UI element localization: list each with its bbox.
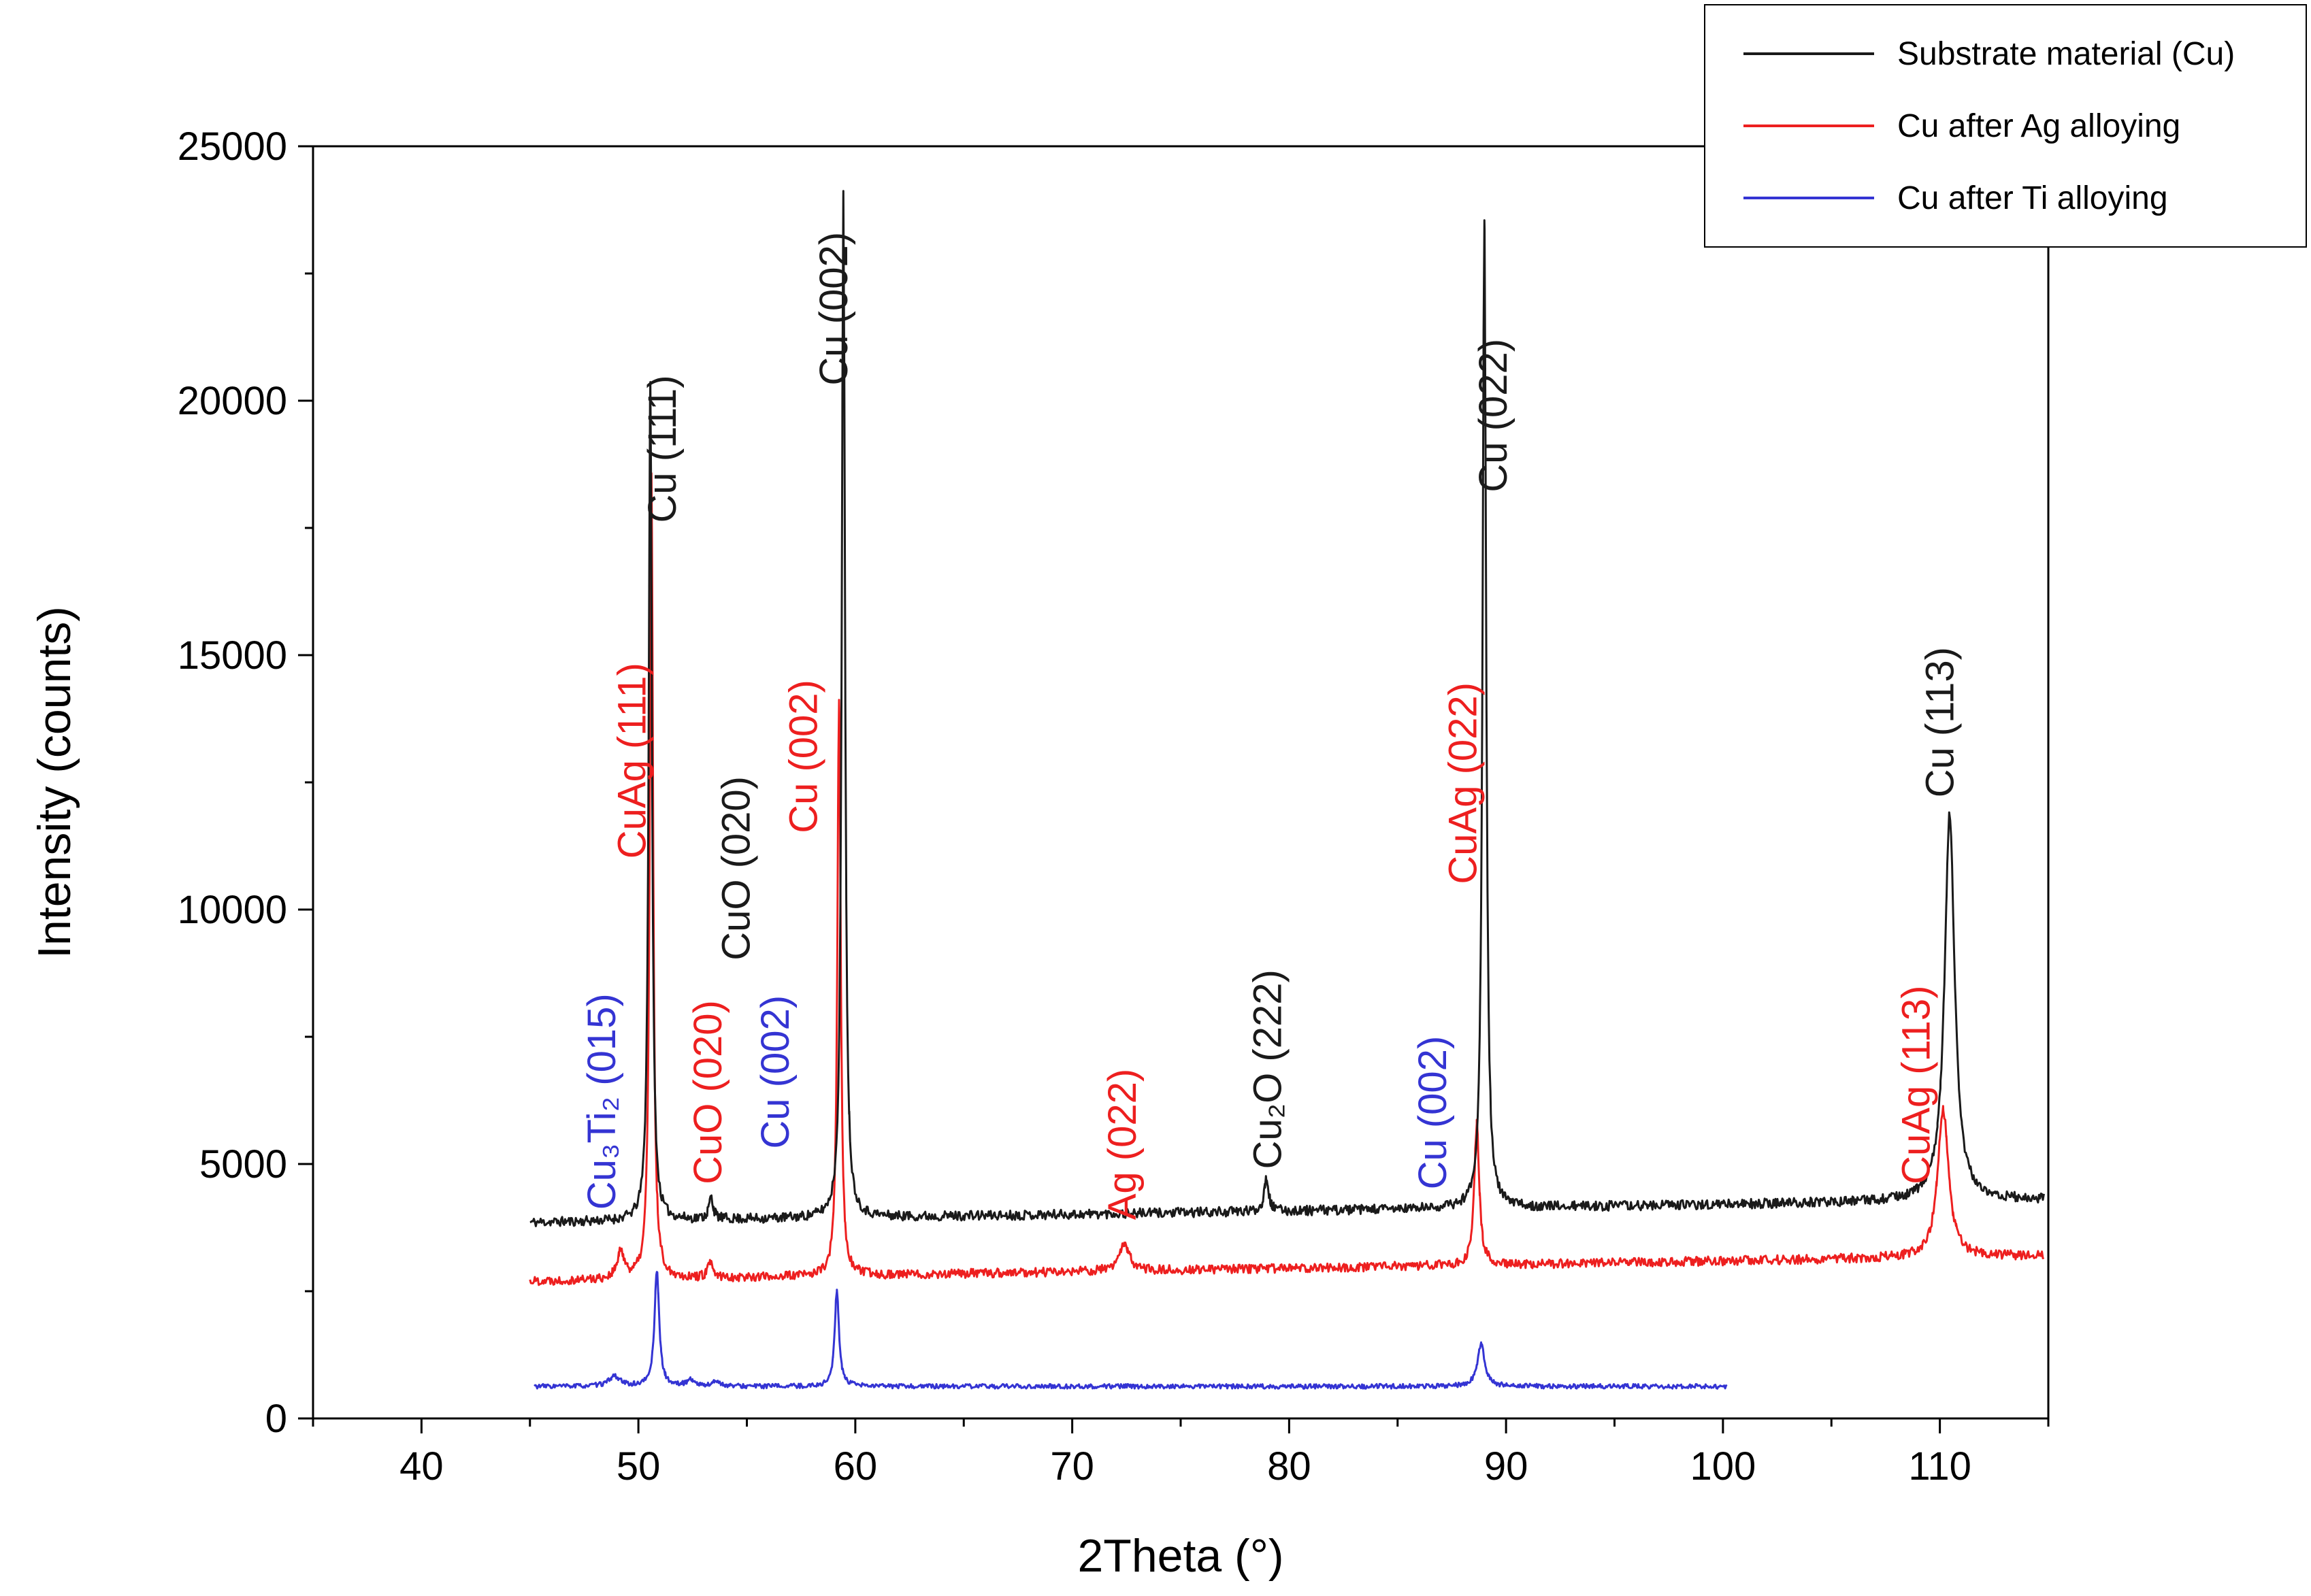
peak-annotation: Cu (111) [640, 375, 685, 522]
series-cu-ti [534, 1271, 1728, 1390]
x-tick-label: 70 [1050, 1444, 1094, 1489]
legend-label-substrate-cu: Substrate material (Cu) [1897, 35, 2235, 72]
x-axis-title: 2Theta (°) [1077, 1530, 1284, 1582]
x-tick-label: 110 [1908, 1444, 1971, 1489]
legend-item-substrate: Substrate material (Cu) [1705, 18, 2306, 90]
legend-line-substrate-cu [1743, 52, 1874, 55]
y-tick-label: 0 [265, 1397, 287, 1441]
x-tick-label: 100 [1690, 1444, 1756, 1489]
y-tick-label: 5000 [199, 1142, 287, 1186]
y-tick-label: 20000 [178, 379, 287, 423]
legend-label-cu-ti: Cu after Ti alloying [1897, 180, 2168, 216]
peak-annotation: Cu (002) [1411, 1036, 1455, 1190]
peak-annotation: Cu (002) [812, 232, 856, 386]
legend-item-cu-ti: Cu after Ti alloying [1705, 162, 2306, 234]
peak-annotation: CuAg (111) [610, 663, 655, 859]
peak-annotation: Cu (002) [781, 680, 825, 833]
x-tick-label: 60 [834, 1444, 878, 1489]
x-tick-label: 80 [1267, 1444, 1311, 1489]
y-tick-label: 15000 [178, 633, 287, 678]
legend-line-cu-ti [1743, 197, 1874, 199]
x-tick-label: 90 [1484, 1444, 1528, 1489]
plot-border [312, 145, 2050, 1420]
peak-annotation: Cu₂O (222) [1246, 969, 1290, 1169]
y-tick-label: 10000 [178, 888, 287, 932]
peak-annotation: CuAg (022) [1441, 682, 1485, 884]
legend-item-cu-ag: Cu after Ag alloying [1705, 90, 2306, 162]
x-tick-label: 40 [399, 1444, 444, 1489]
legend-line-cu-ag [1743, 124, 1874, 127]
peak-annotation: CuAg (113) [1895, 986, 1939, 1184]
peak-annotation: Cu (113) [1918, 647, 1963, 797]
legend: Substrate material (Cu) Cu after Ag allo… [1704, 4, 2307, 248]
y-axis-title: Intensity (counts) [29, 606, 80, 959]
peak-annotation: Cu₃Ti₂ (015) [580, 993, 624, 1210]
legend-label-cu-ag: Cu after Ag alloying [1897, 107, 2181, 144]
x-tick-label: 50 [617, 1444, 661, 1489]
peak-annotation: Cu (022) [1471, 339, 1515, 493]
series-substrate-cu [529, 190, 2045, 1227]
y-tick-label: 25000 [178, 124, 287, 169]
peak-annotation: Ag (022) [1100, 1069, 1145, 1220]
peak-annotation: CuO (020) [715, 776, 759, 961]
peak-annotation: Cu (002) [753, 995, 798, 1149]
peak-annotation: CuO (020) [686, 1000, 730, 1184]
series-cu-ag [529, 472, 2045, 1286]
